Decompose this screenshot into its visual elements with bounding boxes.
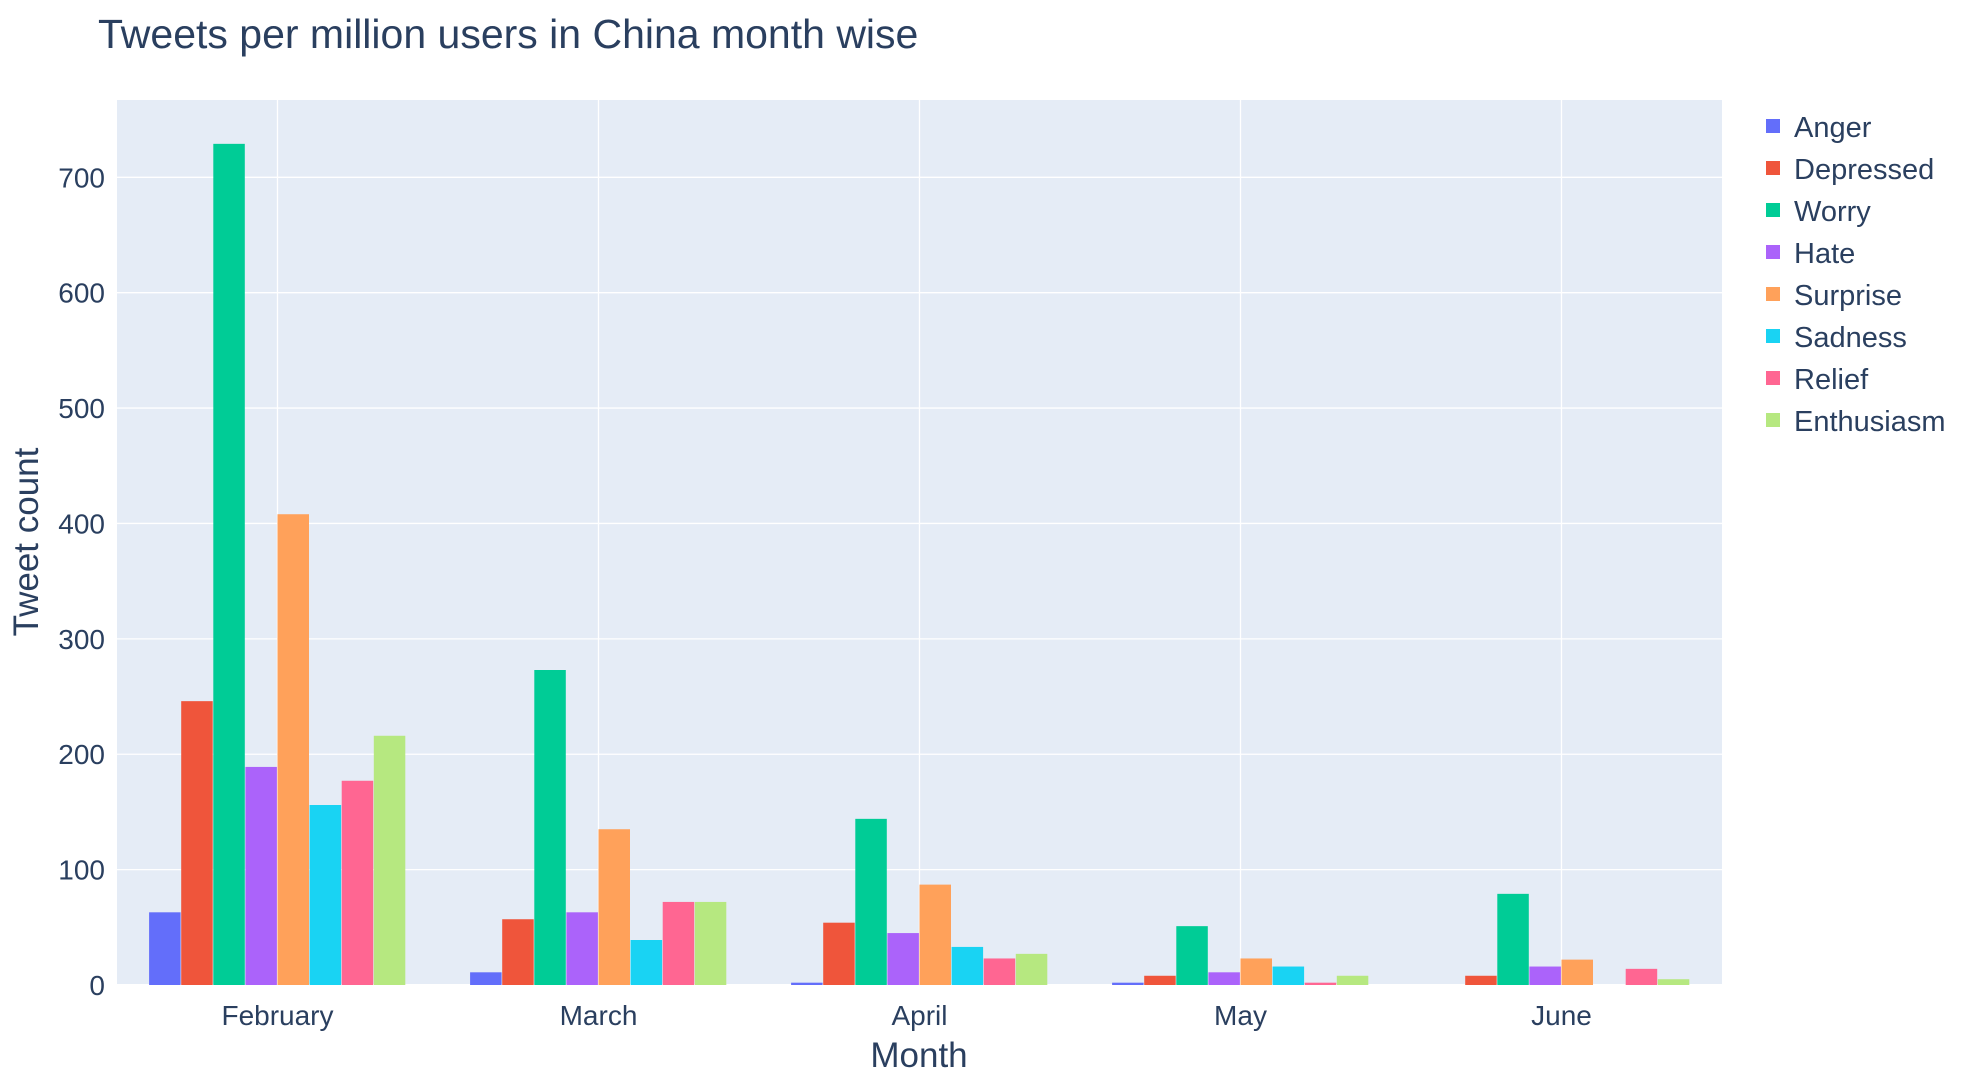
bar-anger-april	[791, 982, 823, 985]
x-tick-label: June	[1531, 1000, 1592, 1031]
bar-sadness-april	[951, 946, 984, 985]
legend-label-relief: Relief	[1794, 364, 1869, 396]
bar-relief-april	[983, 958, 1016, 985]
y-tick-label: 400	[58, 508, 105, 539]
bar-surprise-february	[277, 514, 309, 985]
x-tick-label: May	[1214, 1000, 1267, 1031]
legend-label-sadness: Sadness	[1794, 322, 1907, 354]
legend-label-hate: Hate	[1794, 238, 1855, 270]
bar-depressed-february	[181, 701, 213, 985]
y-tick-label: 0	[89, 970, 105, 1001]
bar-depressed-may	[1144, 975, 1176, 985]
legend-swatch-depressed	[1766, 161, 1780, 175]
y-tick-label: 600	[58, 278, 105, 309]
y-tick-label: 100	[58, 855, 105, 886]
y-axis-ticks: 0 100 200 300 400 500 600 700	[58, 162, 105, 1001]
bar-sadness-may	[1272, 966, 1305, 985]
gridlines	[117, 100, 1722, 986]
x-axis-ticks: February March April May June	[221, 1000, 1591, 1031]
legend-swatch-anger	[1766, 119, 1780, 133]
legend-swatch-surprise	[1766, 287, 1780, 301]
legend-label-anger: Anger	[1794, 112, 1872, 144]
x-tick-label: April	[891, 1000, 947, 1031]
legend: Anger Depressed Worry Hate Surprise Sadness Re…	[1766, 112, 1946, 438]
bar-enthusiasm-april	[1015, 953, 1048, 985]
bar-enthusiasm-february	[373, 735, 406, 985]
bar-relief-february	[341, 780, 374, 985]
bar-worry-may	[1176, 926, 1208, 985]
bar-depressed-march	[502, 919, 534, 985]
bar-hate-may	[1208, 972, 1240, 985]
bar-enthusiasm-may	[1336, 975, 1369, 985]
bar-surprise-june	[1561, 959, 1593, 985]
bar-anger-february	[149, 912, 181, 985]
y-tick-label: 700	[58, 162, 105, 193]
bar-surprise-may	[1240, 958, 1272, 985]
legend-swatch-sadness	[1766, 329, 1780, 343]
bar-surprise-march	[598, 829, 630, 985]
bar-worry-february	[213, 143, 245, 985]
x-tick-label: March	[560, 1000, 638, 1031]
legend-label-depressed: Depressed	[1794, 154, 1934, 186]
bar-relief-june	[1625, 968, 1658, 985]
x-axis-title: Month	[870, 1036, 967, 1075]
bar-hate-march	[566, 912, 598, 985]
bar-enthusiasm-march	[694, 901, 727, 985]
bar-relief-march	[662, 901, 695, 985]
bar-anger-march	[470, 972, 502, 985]
y-tick-label: 200	[58, 739, 105, 770]
bars	[149, 143, 1690, 985]
bar-anger-may	[1112, 982, 1144, 985]
legend-swatch-relief	[1766, 371, 1780, 385]
bar-worry-june	[1497, 893, 1529, 985]
legend-swatch-worry	[1766, 203, 1780, 217]
bar-worry-april	[855, 818, 887, 985]
legend-label-surprise: Surprise	[1794, 280, 1902, 312]
legend-label-worry: Worry	[1794, 196, 1871, 228]
bar-enthusiasm-june	[1657, 979, 1690, 985]
legend-swatch-enthusiasm	[1766, 413, 1780, 427]
bar-relief-may	[1304, 982, 1337, 985]
y-axis-title: Tweet count	[7, 447, 46, 636]
bar-worry-march	[534, 670, 566, 985]
bar-depressed-april	[823, 922, 855, 985]
bar-sadness-february	[309, 805, 342, 985]
y-tick-label: 500	[58, 393, 105, 424]
x-tick-label: February	[221, 1000, 333, 1031]
legend-swatch-hate	[1766, 245, 1780, 259]
legend-label-enthusiasm: Enthusiasm	[1794, 406, 1946, 438]
bar-surprise-april	[919, 884, 951, 985]
bar-hate-april	[887, 933, 919, 985]
y-tick-label: 300	[58, 624, 105, 655]
chart-title: Tweets per million users in China month …	[98, 11, 918, 57]
bar-depressed-june	[1465, 975, 1497, 985]
bar-hate-february	[245, 766, 277, 985]
bar-sadness-march	[630, 940, 663, 985]
bar-hate-june	[1529, 966, 1561, 985]
